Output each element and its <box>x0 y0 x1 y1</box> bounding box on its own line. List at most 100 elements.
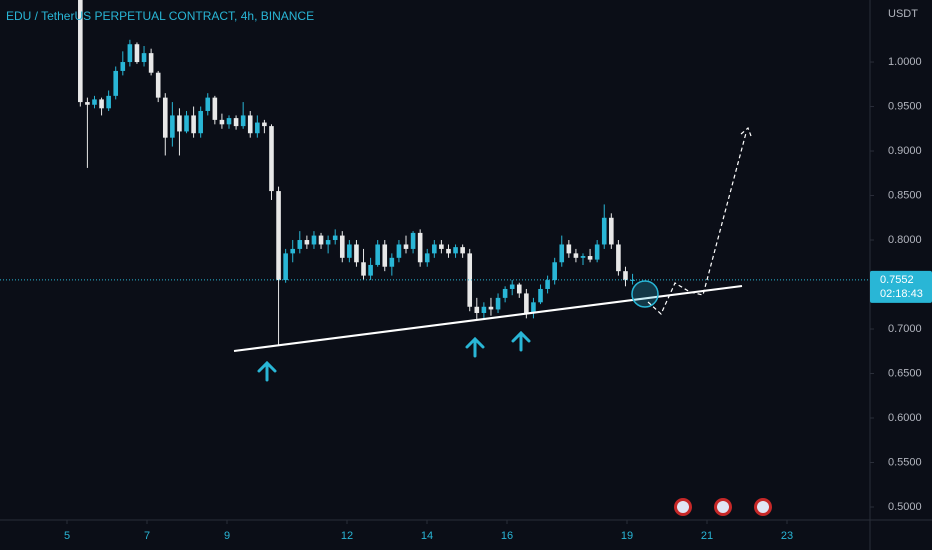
candle-body <box>170 115 175 138</box>
candle-body <box>389 257 395 267</box>
candle-body <box>566 244 572 254</box>
y-tick-label: 0.8000 <box>888 234 922 246</box>
arrow <box>465 336 485 358</box>
candle-body <box>198 110 203 134</box>
candle-body <box>488 306 494 310</box>
candle-body <box>502 288 508 298</box>
candle-body <box>587 256 593 260</box>
candle-body <box>538 288 543 303</box>
candle-body <box>417 232 423 263</box>
y-tick-label: 0.8500 <box>888 189 922 201</box>
y-tick-label: 1.0000 <box>888 56 922 68</box>
candle-body <box>262 122 267 127</box>
candle-body <box>495 297 501 310</box>
x-tick-label: 19 <box>621 530 633 542</box>
candle-body <box>283 253 288 281</box>
candle-body <box>276 191 281 281</box>
highlight-circle <box>631 280 659 308</box>
candle-body <box>382 244 388 267</box>
flag-icon <box>677 501 689 513</box>
candle-body <box>552 262 557 281</box>
candle-body <box>141 53 147 63</box>
candle-body <box>630 279 635 281</box>
candle-body <box>92 99 97 105</box>
candle-body <box>106 95 111 109</box>
y-tick-label: 0.6500 <box>888 367 922 379</box>
y-tick-label: 0.9000 <box>888 145 922 157</box>
arrows <box>257 330 531 382</box>
candle-body <box>78 0 83 103</box>
price-unit: USDT <box>888 8 918 20</box>
candle-body <box>460 247 465 254</box>
flag-icon <box>757 501 769 513</box>
candle-body <box>120 62 126 71</box>
last-price-label: 0.7552 <box>880 274 914 286</box>
projection-path <box>647 126 752 316</box>
candle-body <box>134 44 140 63</box>
x-tick-label: 16 <box>501 530 513 542</box>
y-tick-label: 0.7000 <box>888 323 922 335</box>
x-tick-label: 9 <box>224 530 230 542</box>
flag-icon <box>717 501 729 513</box>
candle-body <box>424 253 430 263</box>
candle-body <box>481 306 487 313</box>
arrow <box>511 330 531 352</box>
candle-body <box>432 244 437 254</box>
candle-body <box>609 217 614 245</box>
candle-body <box>580 256 586 258</box>
candle-body <box>240 115 246 127</box>
candle-body <box>318 235 324 245</box>
candle-body <box>368 264 373 276</box>
y-tick-label: 0.6000 <box>888 412 922 424</box>
candle-body <box>375 244 380 265</box>
candle-body <box>127 44 133 63</box>
candle-body <box>339 235 345 258</box>
candle-body <box>297 240 303 249</box>
candle-body <box>177 115 182 132</box>
y-tick-label: 0.5000 <box>888 501 922 513</box>
candle-body <box>255 122 260 134</box>
candle-body <box>361 262 366 276</box>
candle-body <box>439 244 444 249</box>
chart-title: EDU / TetherUS PERPETUAL CONTRACT, 4h, B… <box>6 9 314 23</box>
candle-body <box>290 248 296 254</box>
candle-body <box>623 271 628 281</box>
candle-body <box>219 119 225 125</box>
candle-body <box>601 217 607 245</box>
candle-body <box>332 235 338 241</box>
candle-body <box>233 118 239 127</box>
candle-body <box>616 244 621 272</box>
candle-body <box>247 115 253 134</box>
candle-body <box>205 97 211 111</box>
candle-body <box>99 99 104 109</box>
x-tick-label: 23 <box>781 530 793 542</box>
x-tick-label: 14 <box>421 530 433 542</box>
candle-body <box>113 70 119 96</box>
candle-body <box>184 115 189 132</box>
candle-body <box>226 118 232 125</box>
candle-body <box>509 284 515 289</box>
candle-body <box>212 97 218 120</box>
x-tick-label: 7 <box>144 530 150 542</box>
candle-body <box>474 306 480 313</box>
candle-body <box>191 115 196 134</box>
candle-body <box>453 247 458 254</box>
y-tick-label: 0.5500 <box>888 456 922 468</box>
candle-body <box>516 284 522 294</box>
candle-body <box>410 232 416 249</box>
candle-body <box>311 235 317 245</box>
candle-body <box>594 244 600 260</box>
countdown-label: 02:18:43 <box>880 288 923 300</box>
candle-body <box>446 248 451 254</box>
candle-body <box>467 253 473 307</box>
candle-body <box>162 97 168 138</box>
candle-body <box>559 244 565 263</box>
candle-body <box>148 53 154 73</box>
x-tick-label: 12 <box>341 530 353 542</box>
plot-area <box>0 0 870 346</box>
candle-body <box>531 302 536 313</box>
candle-body <box>325 240 331 245</box>
y-tick-label: 0.9500 <box>888 100 922 112</box>
